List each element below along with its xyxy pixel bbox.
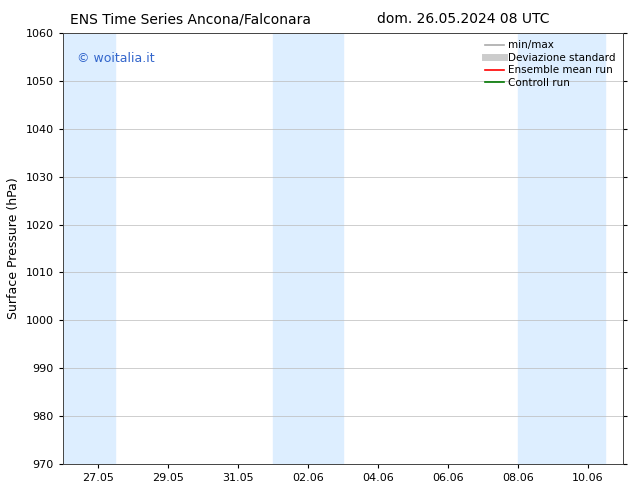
Text: dom. 26.05.2024 08 UTC: dom. 26.05.2024 08 UTC [377, 12, 549, 26]
Text: © woitalia.it: © woitalia.it [77, 52, 154, 65]
Bar [273, 33, 343, 464]
Bar [63, 33, 115, 464]
Legend: min/max, Deviazione standard, Ensemble mean run, Controll run: min/max, Deviazione standard, Ensemble m… [483, 38, 618, 90]
Text: ENS Time Series Ancona/Falconara: ENS Time Series Ancona/Falconara [70, 12, 311, 26]
Y-axis label: Surface Pressure (hPa): Surface Pressure (hPa) [7, 178, 20, 319]
Bar [518, 33, 605, 464]
